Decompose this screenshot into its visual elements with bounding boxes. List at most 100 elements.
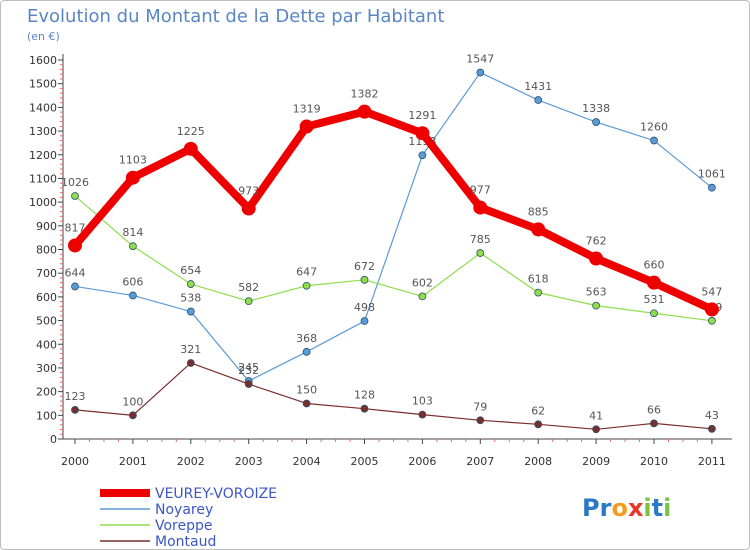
legend-label: Voreppe	[155, 518, 213, 534]
data-point	[647, 275, 661, 290]
y-tick-label: 600	[36, 291, 57, 304]
data-label: 563	[586, 286, 607, 299]
y-tick-label: 300	[36, 362, 57, 375]
data-label: 368	[296, 332, 317, 345]
data-label: 66	[647, 403, 661, 416]
y-tick-label: 900	[36, 220, 57, 233]
data-point	[128, 411, 137, 420]
data-label: 531	[644, 293, 665, 306]
data-point	[71, 405, 79, 414]
data-label: 150	[296, 383, 317, 396]
data-point	[531, 222, 546, 237]
data-point	[592, 118, 600, 126]
data-label: 1061	[698, 168, 726, 181]
data-label: 498	[354, 301, 375, 314]
x-tick-label: 2008	[524, 455, 552, 468]
brand-letter: i	[663, 494, 671, 522]
data-point	[704, 302, 719, 317]
data-label: 644	[65, 266, 86, 279]
y-tick-label: 1500	[29, 78, 57, 91]
data-label: 647	[296, 266, 317, 279]
brand-letter: P	[582, 494, 600, 522]
brand-text: Proxiti	[582, 494, 671, 522]
data-label: 100	[122, 395, 143, 408]
data-point	[68, 238, 82, 253]
data-label: 1291	[408, 109, 436, 122]
data-label: 885	[528, 205, 549, 218]
y-tick-label: 100	[36, 409, 57, 422]
data-label: 1103	[119, 154, 147, 167]
brand-letter: t	[652, 494, 663, 522]
data-label: 606	[122, 275, 143, 288]
data-point	[125, 170, 140, 185]
data-label: 1547	[466, 53, 494, 66]
chart-title: Evolution du Montant de la Dette par Hab…	[27, 6, 444, 27]
data-point	[186, 280, 195, 288]
y-tick-label: 1600	[29, 54, 57, 67]
data-label: 977	[470, 184, 491, 197]
y-tick-label: 400	[36, 338, 57, 351]
data-point	[418, 410, 427, 419]
data-point	[476, 416, 485, 425]
data-point	[650, 419, 658, 428]
data-label: 43	[705, 409, 719, 422]
data-label: 547	[701, 285, 722, 298]
x-tick-label: 2003	[235, 455, 263, 468]
data-point	[244, 380, 253, 388]
data-point	[299, 119, 314, 134]
y-tick-label: 800	[36, 244, 57, 257]
brand-letter: x	[628, 494, 644, 522]
data-point	[476, 249, 485, 257]
data-point	[708, 424, 716, 433]
chart-subtitle: (en €)	[27, 30, 60, 43]
data-point	[708, 316, 716, 325]
data-point	[650, 309, 658, 318]
series-line	[74, 71, 713, 382]
data-label: 1260	[640, 121, 668, 134]
series-line	[71, 107, 716, 314]
data-label: 128	[354, 389, 375, 402]
data-point	[71, 192, 79, 200]
data-label: 1319	[293, 103, 321, 116]
data-label: 762	[586, 235, 607, 248]
data-point	[592, 425, 600, 434]
legend-label: VEUREY-VOROIZE	[155, 486, 277, 502]
data-point	[357, 104, 372, 119]
series-layer: 6446065382453684981198154714311338126010…	[61, 53, 726, 434]
x-tick-label: 2011	[698, 455, 726, 468]
x-tick-label: 2001	[119, 455, 147, 468]
x-tick-label: 2005	[351, 455, 379, 468]
data-point	[244, 297, 253, 306]
series-voreppe: 1026814654582647672602785618563531499	[61, 176, 722, 325]
y-tick-label: 1400	[29, 101, 57, 114]
x-tick-label: 2002	[177, 455, 205, 468]
data-point	[589, 251, 604, 266]
data-label: 660	[644, 259, 665, 272]
series-line	[74, 362, 713, 430]
x-tick-label: 2009	[582, 455, 610, 468]
data-point	[534, 288, 543, 297]
data-point	[473, 200, 488, 215]
axes: 0 100 200 300 400 500 600 700 800 900 1000 1100 1200…	[29, 54, 732, 468]
legend-label: Noyarey	[155, 502, 213, 518]
brand-letter: r	[600, 494, 612, 522]
data-label: 817	[65, 221, 86, 234]
data-label: 79	[473, 400, 487, 413]
data-point	[186, 359, 195, 367]
data-point	[534, 420, 543, 429]
series-veurey-voroize: 817 1103 1225 973 1319 1382 1291 977 885 762 660 54…	[65, 88, 722, 317]
data-label: 232	[238, 364, 259, 377]
data-label: 41	[589, 409, 603, 422]
data-point	[476, 68, 485, 77]
data-point	[360, 317, 369, 325]
brand-letter: i	[643, 494, 651, 522]
y-tick-label: 1200	[29, 149, 57, 162]
data-point	[71, 282, 79, 291]
data-label: 1338	[582, 102, 610, 115]
data-label: 1431	[524, 80, 552, 93]
series-noyarey: 6446065382453684981198154714311338126010…	[65, 53, 726, 385]
data-label: 62	[531, 404, 545, 417]
data-label: 1026	[61, 176, 89, 189]
y-tick-label: 500	[36, 315, 57, 328]
data-point	[360, 404, 369, 413]
